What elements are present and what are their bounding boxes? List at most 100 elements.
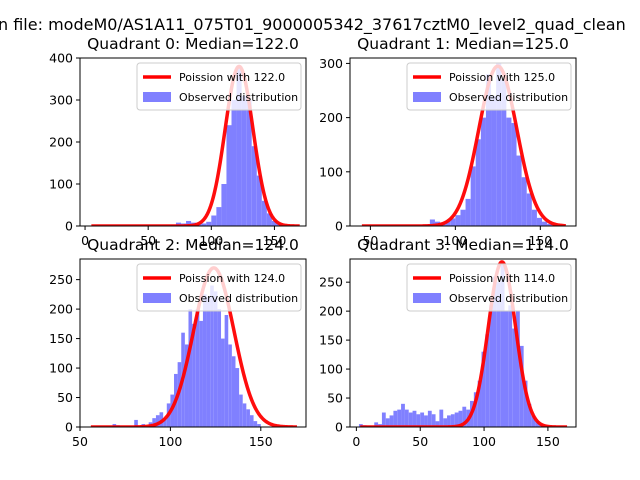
histogram-bar [508,305,513,427]
histogram-bar [496,63,502,226]
poisson-curve [360,260,568,427]
panel-1: 50 100 150 0 100 200 300 Quadrant 1: Median=125… [319,35,577,248]
histogram-bar [216,207,222,226]
y-tick-label: 250 [49,272,73,287]
poisson-curve [361,64,566,226]
histogram-bar [481,351,486,427]
histogram-bar [256,175,262,226]
histogram-bar [496,282,501,427]
x-tick-label: 0 [81,233,89,248]
x-tick-label: 150 [528,233,552,248]
histogram-bar [235,368,240,427]
x-tick-label: 150 [263,233,287,248]
histogram-bar [231,356,236,427]
y-tick-label: 50 [57,390,73,405]
histogram-bar [460,209,466,226]
legend-box [406,62,572,111]
histogram-bar [547,223,553,226]
histogram-bar [515,311,520,427]
histogram-bar [210,285,214,427]
histogram-bar [521,177,527,226]
x-tick-label: 100 [199,233,223,248]
histogram-bar [519,345,524,427]
histogram-bar [211,215,217,226]
histogram-bar [443,418,448,427]
histogram-bar [439,409,444,427]
panel-title: Quadrant 2: Median=124.0 [87,236,299,254]
plot-area [90,266,297,427]
y-tick-label: 100 [319,362,343,377]
histogram-bar [241,95,247,226]
histogram-bar [485,334,490,427]
y-tick-label: 200 [49,302,73,317]
histogram-bar [516,155,522,226]
histogram-bar [199,320,203,427]
histogram-bar [188,309,193,427]
histogram-bar [228,344,232,427]
histogram-bar [506,117,512,226]
histogram-bar [397,409,402,427]
histogram-bar [501,79,507,226]
legend-patch-swatch [413,92,441,102]
y-tick-label: 300 [319,56,343,71]
legend-label-observed: Observed distribution [179,292,298,305]
histogram-bar [511,123,517,226]
histogram-bar [424,415,428,427]
histogram-bar [381,412,386,427]
histogram-bar [401,403,405,427]
histogram-bar [416,414,421,427]
figure-suptitle: n file: modeM0/AS1A11_075T01_9000005342_… [0,15,626,35]
histogram-bar [184,344,189,427]
histogram-bar [201,223,207,226]
histogram-bar [221,338,225,427]
histogram-bar [455,215,461,226]
histogram-bar [473,392,478,427]
histogram-bar [385,418,390,427]
histogram-bar [249,415,254,427]
x-tick-label: 100 [443,233,467,248]
histogram-bar [152,418,156,427]
x-tick-label: 100 [472,434,496,449]
histogram-bar [251,146,257,226]
histogram-bar [420,412,425,427]
histogram-bar [500,264,505,427]
y-tick-label: 200 [319,304,343,319]
histogram-bar [246,100,252,226]
histogram-bar [374,422,379,427]
histogram-bar [221,184,227,226]
x-tick-label: 50 [412,434,428,449]
histogram-bar [134,419,138,427]
histogram-bar [485,74,492,226]
legend-label-observed: Observed distribution [179,91,298,104]
legend-label-poisson: Poission with 125.0 [449,71,555,84]
legend: Poission with 124.0 Observed distribution [136,263,302,312]
y-tick-label: 150 [49,331,73,346]
histogram-bar [493,276,497,427]
histogram-bar [445,221,451,226]
legend: Poission with 122.0 Observed distribution [136,62,302,111]
x-tick-label: 50 [362,233,378,248]
histogram-bar [246,409,250,427]
histogram-bar [217,309,222,427]
histogram-bar [155,415,160,427]
panel-title: Quadrant 0: Median=122.0 [87,35,299,53]
y-tick-label: 50 [327,391,343,406]
histogram-bar [535,421,539,427]
histogram-bar [389,415,394,427]
histogram-bar [536,217,543,226]
plot-area [361,63,566,226]
histogram-bar [447,415,451,427]
panel-0: 0 50 100 150 0 100 200 300 400 Quadrant 0: Median… [49,35,307,248]
x-tick-label: 50 [72,434,88,449]
y-tick-label: 0 [335,219,343,234]
histogram-bar [429,219,435,226]
histogram-bar [454,412,459,427]
y-tick-label: 0 [65,219,73,234]
histogram-bar [431,414,436,427]
histogram-bar [491,95,497,226]
histogram-bar [531,209,537,226]
plot-area [91,64,300,226]
panel-title: Quadrant 3: Median=114.0 [357,236,569,254]
